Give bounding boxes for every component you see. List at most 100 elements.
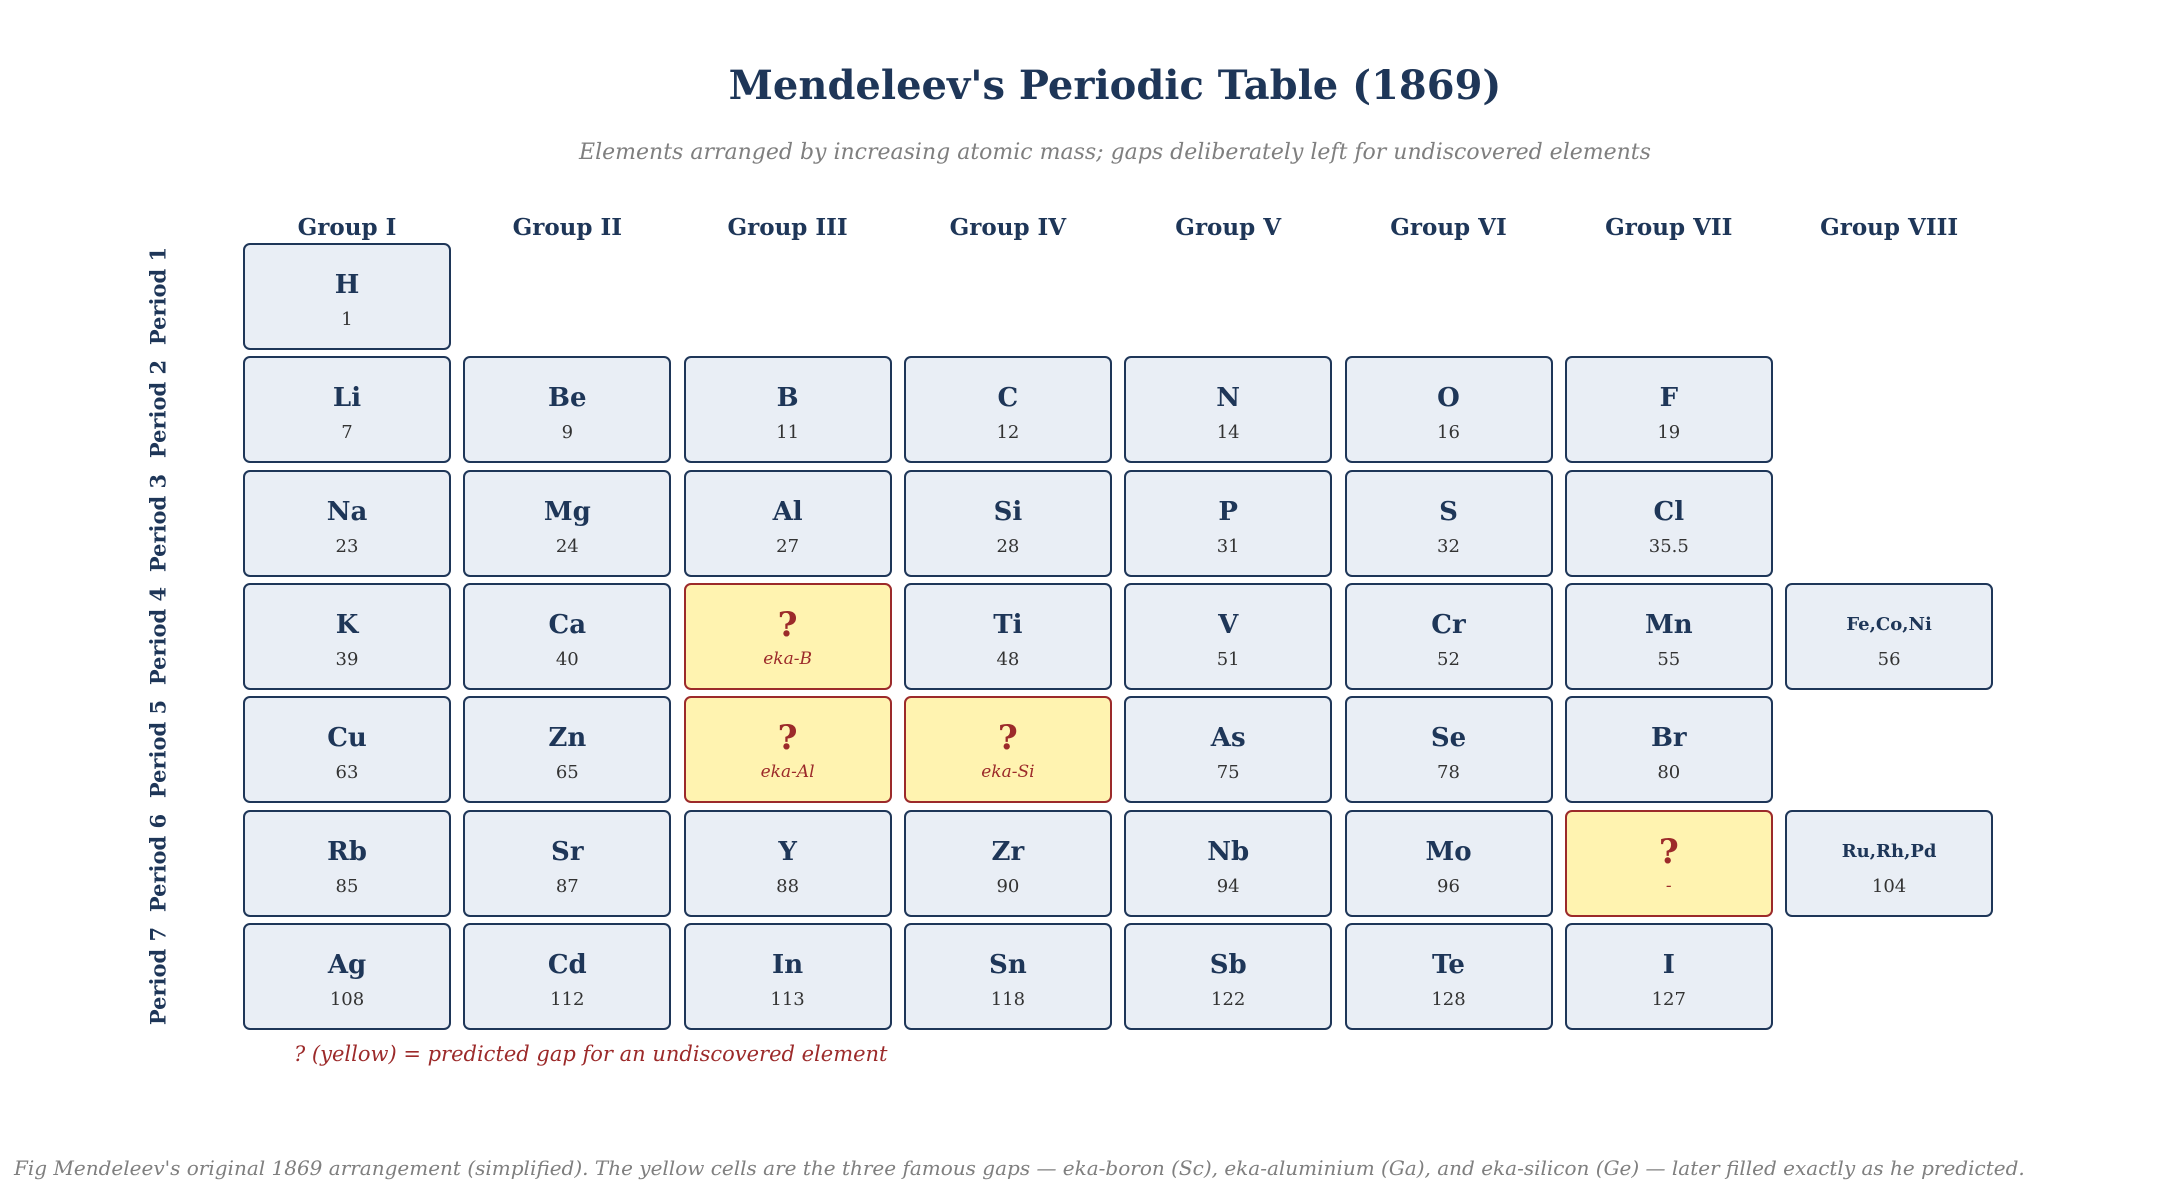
gap-label: -	[1665, 875, 1672, 896]
element-cell: Y 88	[683, 809, 892, 917]
element-symbol: Cl	[1653, 496, 1685, 527]
element-symbol: B	[776, 383, 799, 414]
element-symbol: ?	[1658, 831, 1679, 872]
atomic-mass: 108	[329, 988, 365, 1010]
element-cell: Se 78	[1344, 696, 1553, 804]
gap-cell: ? -	[1564, 809, 1773, 917]
element-symbol: Rb	[327, 836, 367, 867]
element-cell: Ru,Rh,Pd 104	[1785, 809, 1994, 917]
element-cell: V 51	[1124, 582, 1333, 690]
element-symbol: O	[1437, 383, 1460, 414]
element-cell: S 32	[1344, 469, 1553, 577]
atomic-mass: 9	[561, 422, 574, 444]
atomic-mass: 19	[1657, 422, 1681, 444]
atomic-mass: 40	[555, 648, 579, 670]
atomic-mass: 14	[1216, 422, 1240, 444]
element-cell: C 12	[903, 356, 1112, 464]
element-symbol: Mo	[1425, 836, 1472, 867]
element-symbol: Zn	[548, 723, 587, 754]
atomic-mass: 75	[1216, 762, 1240, 784]
group-header-6: Group VI	[1390, 214, 1507, 241]
element-symbol: Ru,Rh,Pd	[1841, 840, 1937, 862]
element-symbol: Mg	[543, 496, 591, 527]
element-symbol: Mn	[1644, 609, 1693, 640]
element-cell: Be 9	[463, 356, 672, 464]
element-cell: Nb 94	[1124, 809, 1333, 917]
gap-cell: ? eka-Al	[683, 696, 892, 804]
page-title: Mendeleev's Periodic Table (1869)	[728, 62, 1502, 109]
atomic-mass: 23	[335, 535, 359, 557]
element-symbol: ?	[777, 604, 798, 645]
period-label-text: Period 7	[145, 926, 171, 1025]
atomic-mass: 56	[1877, 648, 1901, 670]
element-symbol: Li	[332, 383, 362, 414]
atomic-mass: 35.5	[1648, 535, 1689, 557]
figure-caption: Fig Mendeleev's original 1869 arrangemen…	[14, 1156, 2025, 1180]
atomic-mass: 96	[1437, 875, 1460, 897]
element-cell: Fe,Co,Ni 56	[1785, 582, 1994, 690]
atomic-mass: 94	[1216, 875, 1240, 897]
atomic-mass: 31	[1216, 535, 1240, 557]
atomic-mass: 39	[335, 648, 359, 670]
element-symbol: ?	[997, 718, 1018, 759]
group-header-5: Group V	[1175, 214, 1282, 241]
element-cell: Ca 40	[463, 582, 672, 690]
element-cell: F 19	[1564, 356, 1773, 464]
element-symbol: Ti	[993, 609, 1023, 640]
element-symbol: Be	[548, 383, 587, 414]
element-symbol: Br	[1650, 723, 1687, 754]
element-cell: Cu 63	[243, 696, 451, 804]
period-label-text: Period 2	[145, 360, 171, 459]
element-symbol: Si	[993, 496, 1023, 527]
atomic-mass: 65	[555, 762, 579, 784]
element-cell: Mn 55	[1564, 582, 1773, 690]
gap-label: eka-B	[763, 648, 812, 669]
element-symbol: Cd	[547, 949, 587, 980]
element-symbol: ?	[777, 718, 798, 759]
group-header-2: Group II	[512, 214, 623, 241]
element-cell: P 31	[1124, 469, 1333, 577]
element-symbol: N	[1216, 383, 1241, 414]
element-symbol: Sn	[989, 949, 1027, 980]
atomic-mass: 113	[770, 988, 805, 1010]
element-cell: Al 27	[683, 469, 892, 577]
element-symbol: Sb	[1209, 949, 1247, 980]
element-symbol: Zr	[991, 836, 1025, 867]
element-cell: Zr 90	[903, 809, 1112, 917]
element-cell: Sr 87	[463, 809, 672, 917]
element-cell: Ti 48	[903, 582, 1112, 690]
element-cell: Br 80	[1564, 696, 1773, 804]
element-cell: O 16	[1344, 356, 1553, 464]
atomic-mass: 90	[996, 875, 1020, 897]
element-symbol: P	[1218, 496, 1238, 527]
element-symbol: In	[772, 949, 804, 980]
atomic-mass: 7	[341, 422, 353, 444]
element-symbol: Sr	[551, 836, 584, 867]
atomic-mass: 63	[335, 762, 359, 784]
element-cell: Cl 35.5	[1564, 469, 1773, 577]
group-header-1: Group I	[297, 214, 397, 241]
atomic-mass: 85	[335, 875, 359, 897]
atomic-mass: 112	[550, 988, 585, 1010]
gap-cell: ? eka-B	[683, 582, 892, 690]
element-cell: In 113	[683, 922, 892, 1030]
element-cell: Mo 96	[1344, 809, 1553, 917]
element-symbol: H	[334, 270, 360, 300]
gap-label: eka-Si	[981, 762, 1035, 783]
element-symbol: Y	[778, 836, 797, 867]
element-cell: Cr 52	[1344, 582, 1553, 690]
element-cell: B 11	[683, 356, 892, 464]
element-symbol: Fe,Co,Ni	[1846, 613, 1932, 635]
element-symbol: V	[1218, 609, 1239, 640]
element-cell: Te 128	[1344, 922, 1553, 1030]
element-cell: Zn 65	[463, 696, 672, 804]
element-cell: Mg 24	[463, 469, 672, 577]
element-symbol: I	[1662, 949, 1675, 980]
element-symbol: Na	[326, 496, 368, 527]
element-cell: K 39	[243, 582, 451, 690]
group-header-7: Group VII	[1605, 214, 1733, 241]
element-cell: Na 23	[243, 469, 451, 577]
element-symbol: As	[1210, 723, 1246, 754]
element-symbol: Cu	[327, 723, 367, 754]
